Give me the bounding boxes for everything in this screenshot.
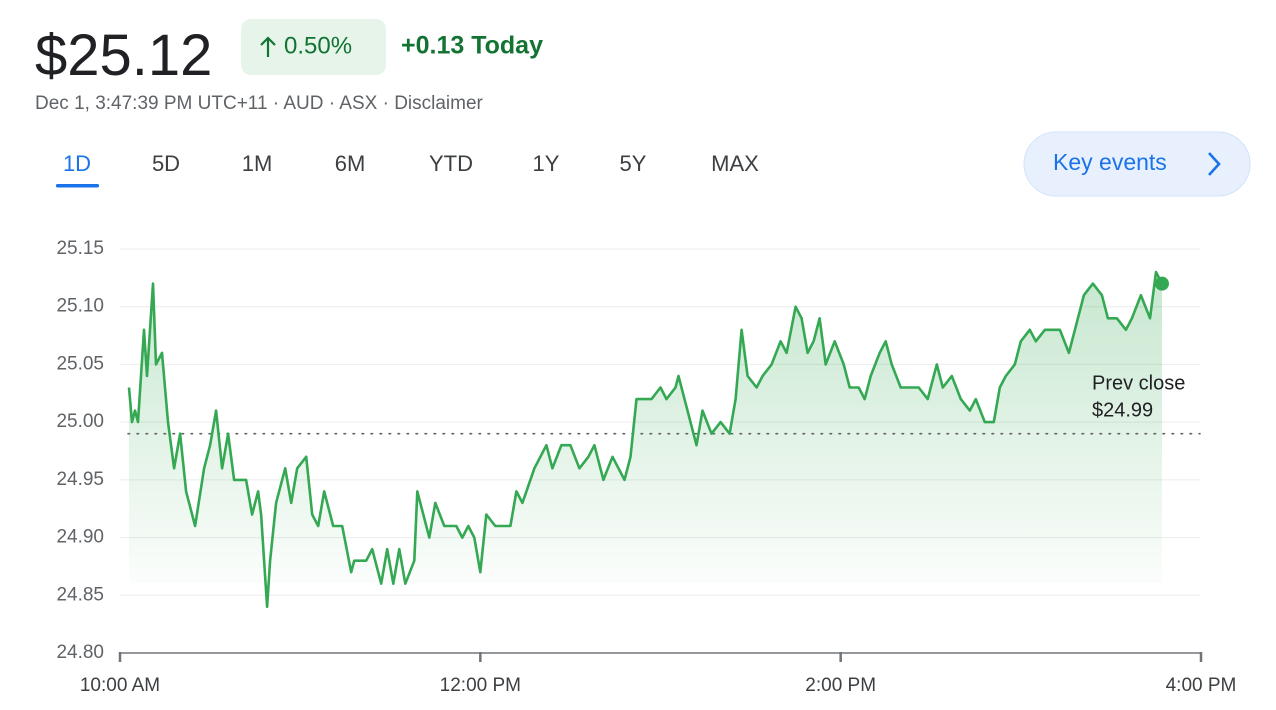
x-tick-label: 10:00 AM <box>80 675 160 696</box>
prev-close-label: $24.99 <box>1092 399 1153 421</box>
x-tick-label: 2:00 PM <box>805 675 876 696</box>
key-events-button[interactable] <box>1023 131 1251 197</box>
chart: 24.80 24.85 24.90 24.95 25.00 25.05 25.10 25.15… <box>56 238 1236 696</box>
y-tick-label: 24.90 <box>56 527 104 548</box>
price: $25.12 <box>35 23 212 88</box>
y-tick-label: 25.00 <box>56 411 104 432</box>
y-tick-label: 24.95 <box>56 469 104 490</box>
y-tick-label: 25.10 <box>56 296 104 317</box>
change-pill <box>241 19 386 75</box>
active-tab-underline <box>56 184 99 188</box>
change-percent: 0.50% <box>284 32 352 59</box>
range-tab[interactable]: 1D <box>63 151 91 176</box>
range-tab[interactable]: 5D <box>152 151 180 176</box>
x-tick-label: 4:00 PM <box>1166 675 1237 696</box>
y-tick-label: 25.05 <box>56 353 104 374</box>
key-events-label[interactable]: Key events <box>1053 149 1167 175</box>
range-tab[interactable]: 1M <box>242 151 273 176</box>
change-today: +0.13 Today <box>401 32 543 60</box>
range-tab[interactable]: 1Y <box>533 151 560 176</box>
x-tick-label: 12:00 PM <box>440 675 521 696</box>
range-tabs: 1D 5D 1M 6M YTD 1Y 5Y MAX <box>56 151 759 188</box>
range-tab[interactable]: 6M <box>335 151 366 176</box>
y-tick-label: 25.15 <box>56 238 104 259</box>
range-tab[interactable]: YTD <box>429 151 473 176</box>
last-price-dot <box>1154 276 1169 291</box>
chevron-icon[interactable] <box>1208 152 1221 176</box>
range-tab[interactable]: 5Y <box>620 151 647 176</box>
annotation: Prev close <box>1092 372 1185 394</box>
range-tab[interactable]: MAX <box>711 151 759 176</box>
subtitle: Dec 1, 3:47:39 PM UTC+11 · AUD · ASX · D… <box>35 93 484 114</box>
y-tick-label: 24.85 <box>56 584 104 605</box>
price-line <box>127 270 1164 609</box>
up-arrow-icon <box>260 36 276 57</box>
price-area <box>129 272 1162 607</box>
y-tick-label: 24.80 <box>56 642 104 663</box>
